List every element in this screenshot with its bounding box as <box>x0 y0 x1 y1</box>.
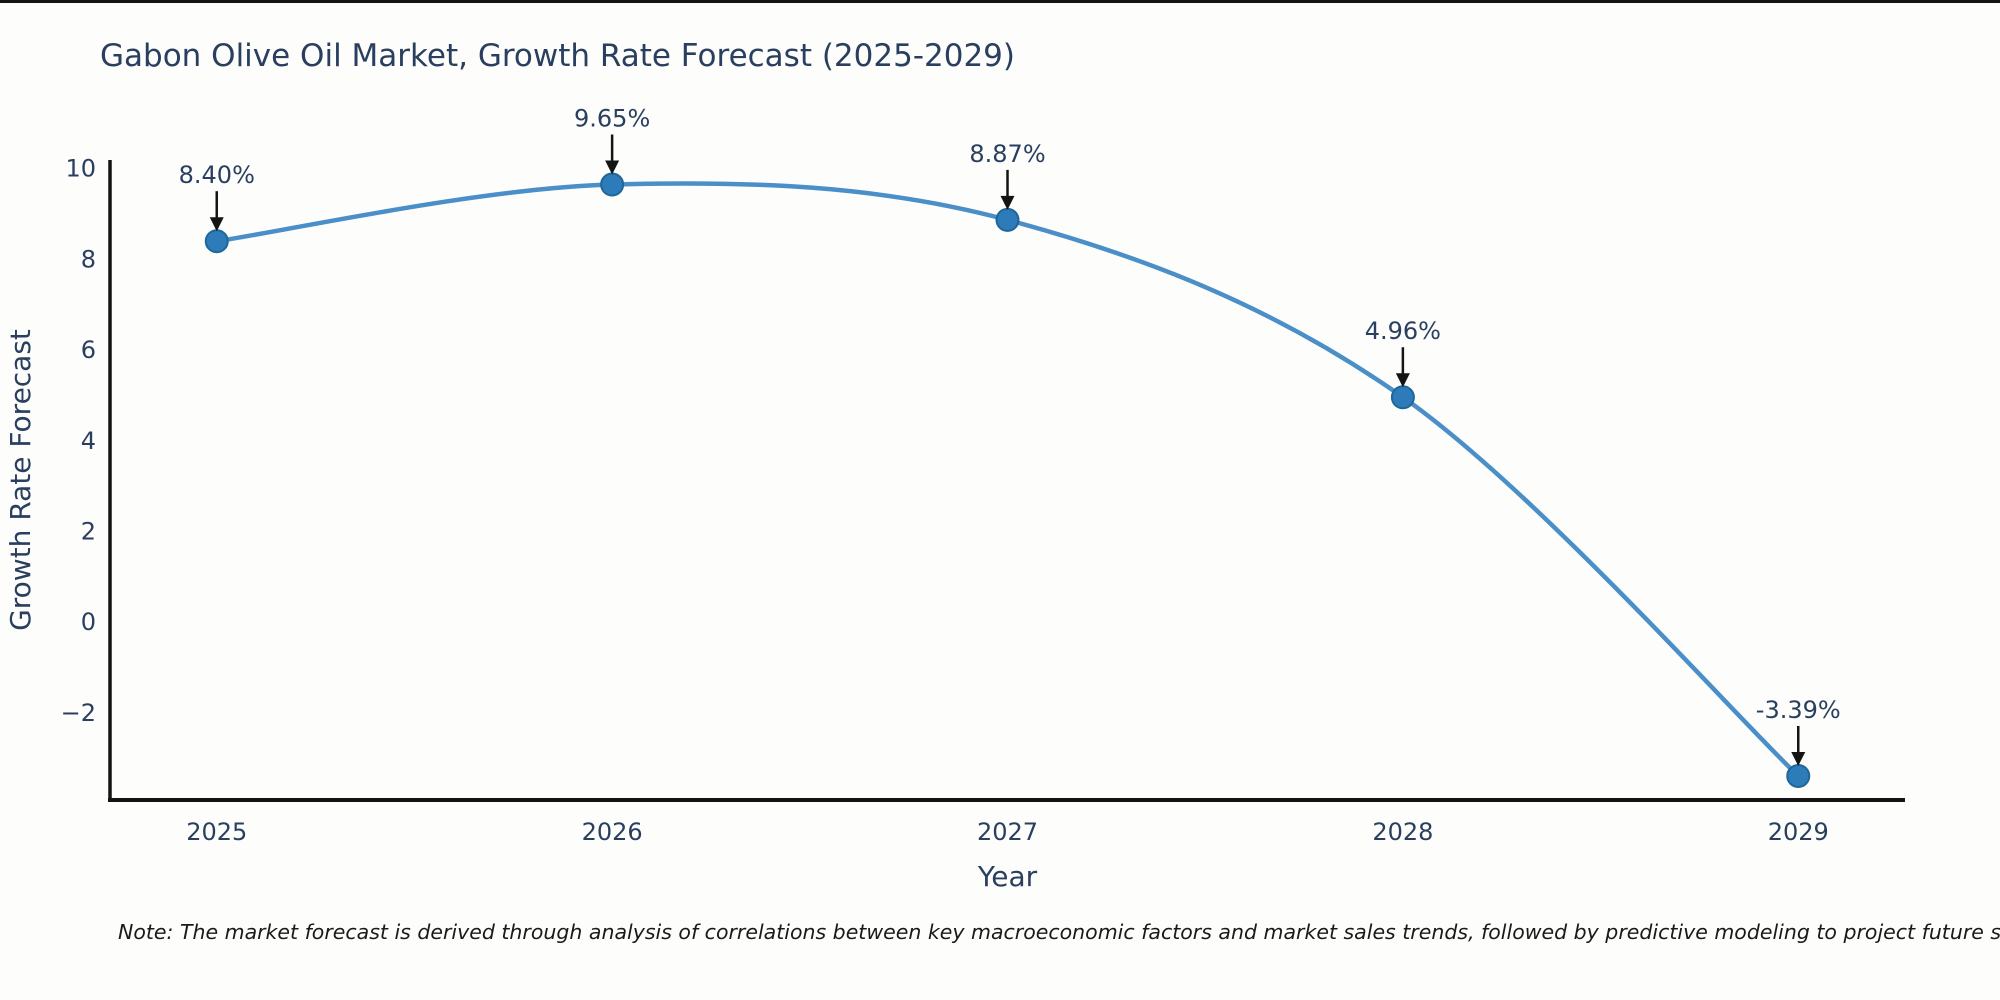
annotation-label: -3.39% <box>1756 696 1841 724</box>
annotation-arrowhead <box>1791 751 1806 766</box>
annotation-label: 8.87% <box>969 140 1045 168</box>
y-tick-label: 6 <box>81 336 96 364</box>
x-tick-label: 2028 <box>1372 818 1433 846</box>
x-tick-label: 2026 <box>582 818 643 846</box>
x-tick-label: 2029 <box>1768 818 1829 846</box>
data-point-marker <box>600 172 625 197</box>
data-point-marker <box>995 207 1020 232</box>
annotation-label: 8.40% <box>179 161 255 189</box>
footnote: Note: The market forecast is derived thr… <box>118 920 2000 944</box>
annotation-arrowhead <box>1395 373 1410 388</box>
y-tick-label: 2 <box>81 517 96 545</box>
annotation-label: 9.65% <box>574 104 650 132</box>
trend-line <box>216 181 1800 778</box>
data-point-marker <box>204 229 229 254</box>
y-tick-label: 10 <box>65 155 96 183</box>
y-tick-label: 4 <box>81 427 96 455</box>
annotation-arrowhead <box>605 160 620 175</box>
chart-title: Gabon Olive Oil Market, Growth Rate Fore… <box>100 38 1015 74</box>
x-axis-title: Year <box>977 860 1038 893</box>
top-border-line <box>0 0 2000 3</box>
x-tick-label: 2025 <box>186 818 247 846</box>
annotation-arrowhead <box>209 217 224 232</box>
annotation-label: 4.96% <box>1365 317 1441 345</box>
y-tick-label: 0 <box>81 608 96 636</box>
data-point-marker <box>1390 385 1415 410</box>
y-tick-label: 8 <box>81 245 96 273</box>
annotation-arrowhead <box>1000 195 1015 210</box>
data-point-marker <box>1786 763 1811 788</box>
y-axis-title: Growth Rate Forecast <box>4 329 37 631</box>
x-tick-label: 2027 <box>977 818 1038 846</box>
y-tick-label: −2 <box>61 699 96 727</box>
